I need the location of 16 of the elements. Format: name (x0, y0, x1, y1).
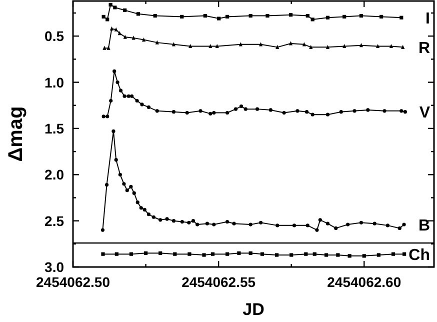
x-tick-label: 2454062.60 (327, 274, 402, 290)
y-tick-label: 3.0 (44, 259, 64, 276)
x-axis-title: JD (242, 300, 264, 319)
y-tick-label: 1.0 (44, 74, 64, 90)
legend-label: R (418, 40, 430, 57)
y-tick-label: 2.5 (44, 212, 64, 229)
legend-label: I (426, 10, 430, 28)
y-tick-label: 0.5 (44, 28, 64, 44)
legend-label: V (419, 104, 430, 122)
y-tick-label: 2.0 (44, 166, 64, 183)
legend-label: B (418, 217, 430, 234)
y-axis-title: Δmag (5, 106, 27, 162)
x-tick-label: 2454062.50 (36, 274, 110, 290)
legend-label: Ch (408, 246, 430, 264)
y-tick-label: 1.5 (44, 120, 64, 136)
x-tick-label: 2454062.55 (182, 274, 256, 290)
